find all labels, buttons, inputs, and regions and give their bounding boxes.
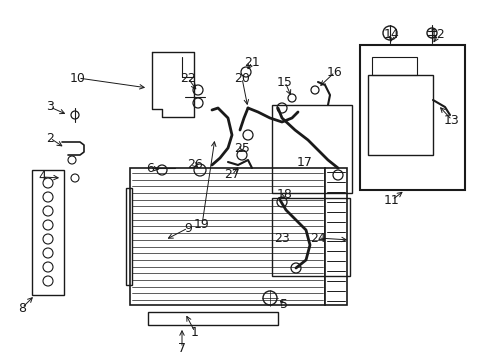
Text: 16: 16 bbox=[326, 66, 342, 78]
Text: 21: 21 bbox=[244, 55, 259, 68]
Text: 20: 20 bbox=[234, 72, 249, 85]
Bar bbox=[32, 170, 64, 295]
Text: 18: 18 bbox=[277, 189, 292, 202]
Text: 11: 11 bbox=[384, 194, 399, 207]
Text: 27: 27 bbox=[224, 168, 240, 181]
Bar bbox=[148, 312, 278, 325]
Bar bbox=[325, 168, 346, 305]
Text: 15: 15 bbox=[277, 76, 292, 89]
Text: 6: 6 bbox=[146, 162, 154, 175]
Text: 23: 23 bbox=[274, 231, 289, 244]
Text: 7: 7 bbox=[178, 342, 185, 355]
Text: 5: 5 bbox=[280, 298, 287, 311]
Text: 9: 9 bbox=[183, 221, 192, 234]
Text: 17: 17 bbox=[296, 156, 312, 168]
Bar bbox=[371, 57, 416, 75]
Bar bbox=[359, 45, 464, 190]
Bar bbox=[126, 188, 132, 285]
Text: 10: 10 bbox=[70, 72, 86, 85]
Bar bbox=[130, 168, 325, 305]
Text: 1: 1 bbox=[191, 325, 199, 338]
Text: 2: 2 bbox=[46, 131, 54, 144]
Text: 13: 13 bbox=[443, 113, 459, 126]
Text: 8: 8 bbox=[18, 302, 26, 315]
Text: 14: 14 bbox=[384, 28, 399, 41]
Bar bbox=[367, 75, 432, 155]
Text: 12: 12 bbox=[429, 28, 445, 41]
Bar bbox=[271, 105, 351, 193]
Bar bbox=[271, 198, 349, 276]
Text: 24: 24 bbox=[309, 231, 325, 244]
Text: 3: 3 bbox=[46, 100, 54, 113]
Text: 4: 4 bbox=[38, 171, 46, 184]
Text: 22: 22 bbox=[180, 72, 196, 85]
Text: 19: 19 bbox=[194, 219, 209, 231]
Text: 25: 25 bbox=[234, 141, 249, 154]
Text: 26: 26 bbox=[187, 158, 203, 171]
